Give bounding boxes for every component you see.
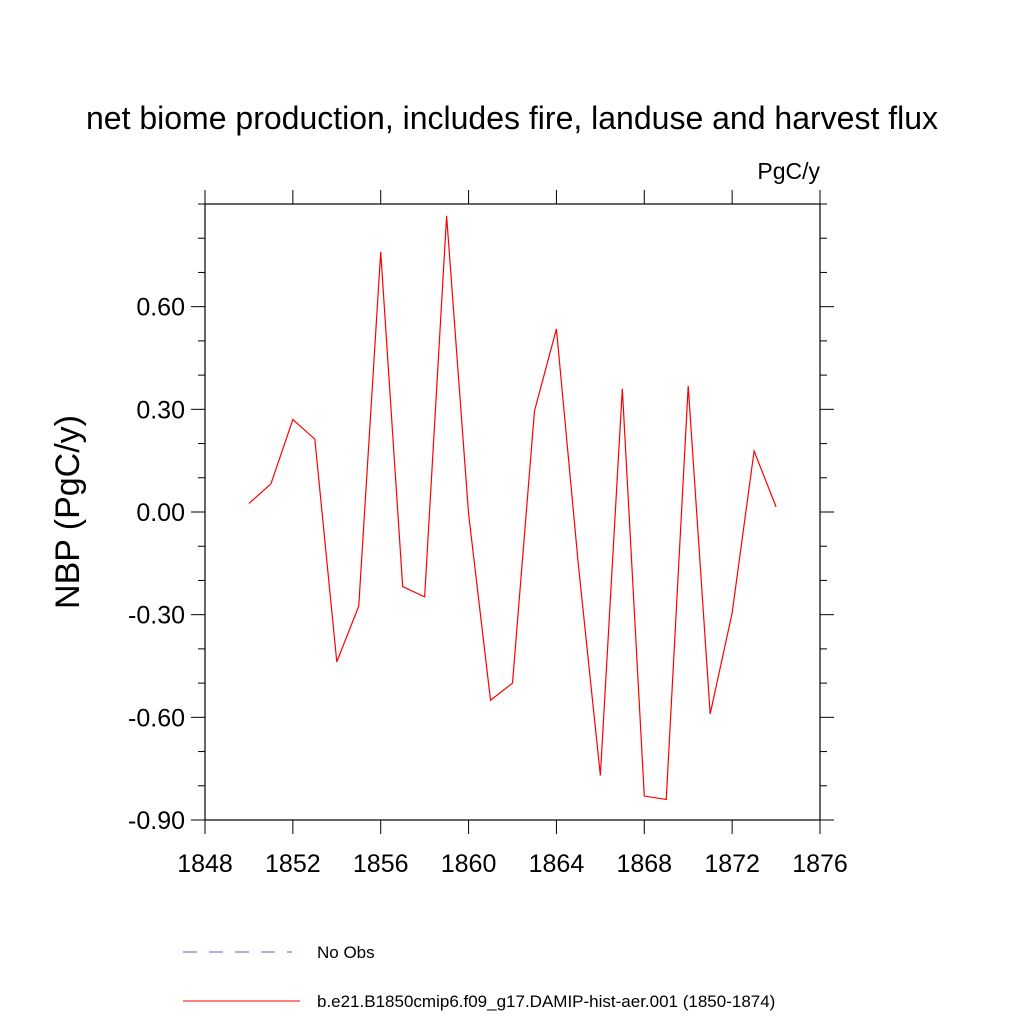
series-line [248,215,777,801]
units-label: PgC/y [757,158,820,184]
y-tick-label: -0.30 [128,602,185,630]
x-tick-label: 1864 [529,850,585,878]
chart-title: net biome production, includes fire, lan… [85,100,939,136]
x-tick-label: 1868 [616,850,672,878]
plot-frame-rect [204,203,821,821]
y-axis-label: NBP (PgC/y) [49,415,87,609]
x-tick-label: 1856 [353,850,409,878]
x-tick-label: 1872 [704,850,760,878]
legend-label: b.e21.B1850cmip6.f09_g17.DAMIP-hist-aer.… [317,992,775,1011]
y-tick-label: -0.90 [128,807,185,835]
legend: No Obs b.e21.B1850cmip6.f09_g17.DAMIP-his… [183,943,775,1011]
y-tick-label: 0.60 [136,294,185,322]
y-axis: -0.90 -0.60 -0.30 0.00 0.30 0.60 [128,203,834,835]
x-tick-label: 1860 [441,850,497,878]
x-tick-label: 1848 [177,850,233,878]
x-tick-label: 1852 [265,850,321,878]
legend-label: No Obs [317,943,375,962]
series-layer [248,215,777,801]
x-axis: 1848 1852 1856 1860 1864 1868 1872 1876 [177,190,848,878]
x-tick-label: 1876 [792,850,848,878]
plot-frame [204,203,821,821]
y-tick-label: -0.60 [128,704,185,732]
y-tick-label: 0.00 [136,499,185,527]
y-tick-label: 0.30 [136,396,185,424]
